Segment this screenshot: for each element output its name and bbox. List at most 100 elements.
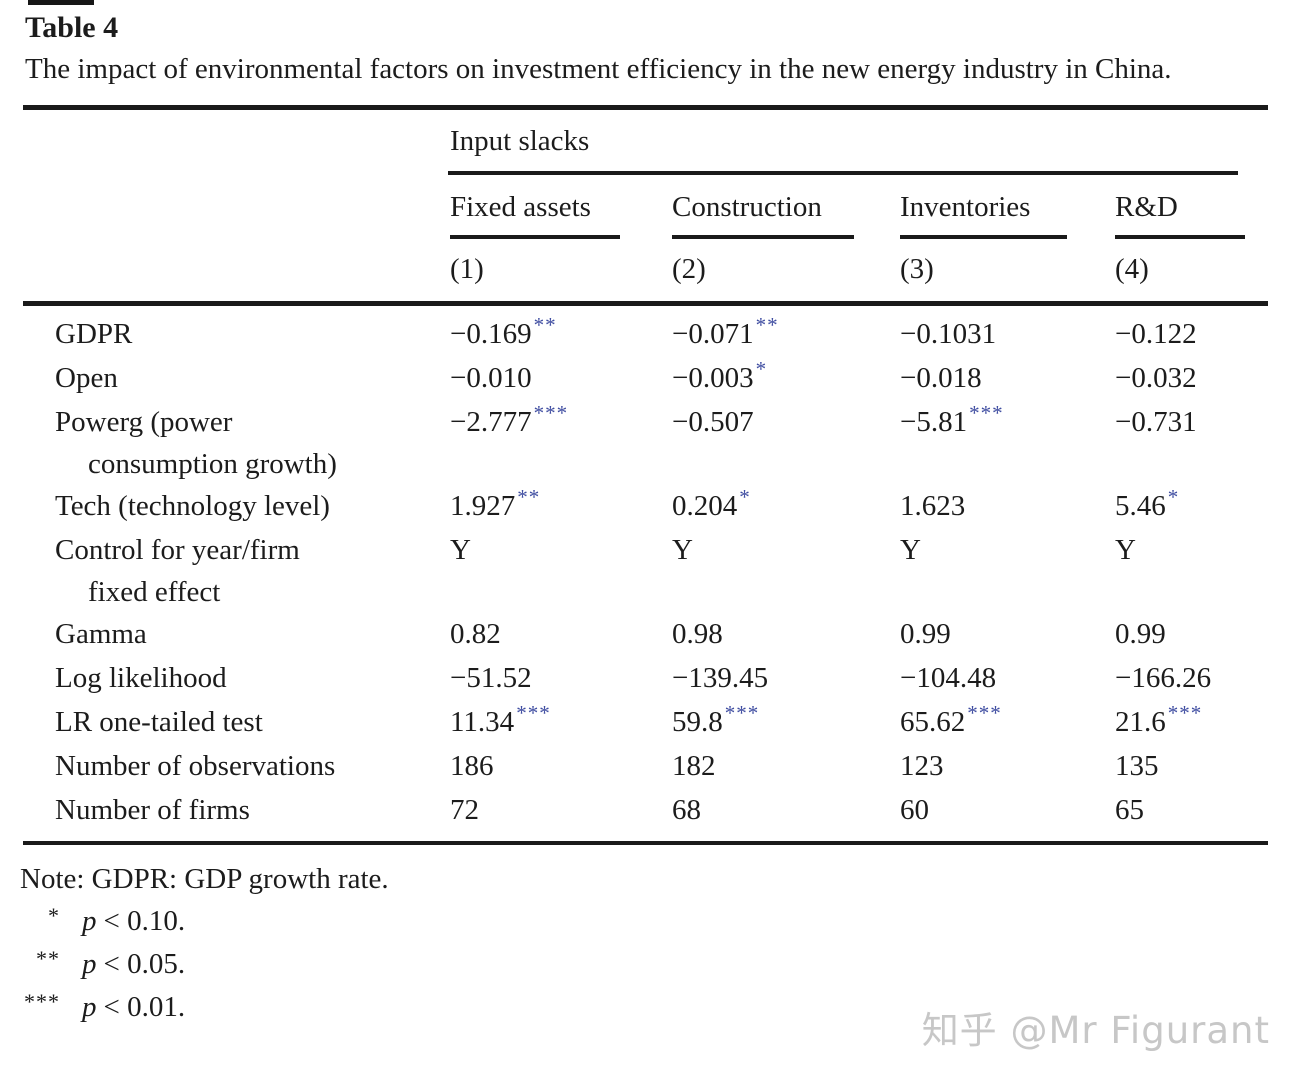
column-header-rule: [450, 235, 620, 239]
row-label: Control for year/firm: [55, 534, 300, 566]
cell: 11.34***: [450, 701, 672, 745]
cell-value: 11.34: [450, 706, 515, 738]
cell: −0.1031: [900, 313, 1115, 357]
cell-value: −2.777: [450, 406, 532, 438]
cell-value: 1.927: [450, 490, 516, 522]
significance-text: p < 0.10.: [82, 900, 1298, 943]
cell-value: Y: [900, 534, 921, 566]
cell-value: 186: [450, 750, 494, 782]
table-body: GDPR −0.169** −0.071** −0.1031 −0.122 Op…: [23, 306, 1268, 841]
cell-value: −0.169: [450, 318, 532, 350]
table-row-gamma: Gamma 0.82 0.98 0.99 0.99: [23, 613, 1268, 657]
p-threshold: < 0.05.: [103, 948, 186, 980]
cell-value: 59.8: [672, 706, 723, 738]
cell-value: −0.032: [1115, 362, 1197, 394]
column-header-label: Fixed assets: [450, 191, 591, 223]
cell-value: −51.52: [450, 662, 532, 694]
cell-value: 0.98: [672, 618, 723, 650]
significance-stars: ***: [969, 401, 1004, 425]
span-header-rule: [448, 171, 1238, 175]
cell-value: 0.204: [672, 490, 738, 522]
table-row-open: Open −0.010 −0.003* −0.018 −0.032: [23, 357, 1268, 401]
table-row-firms: Number of firms 72 68 60 65: [23, 789, 1268, 833]
p-threshold: < 0.01.: [103, 991, 186, 1023]
cell: 135: [1115, 745, 1268, 789]
span-header-label: Input slacks: [450, 125, 590, 157]
row-label: Number of firms: [55, 794, 250, 826]
cell-value: 0.99: [900, 618, 951, 650]
cell: −0.169**: [450, 313, 672, 357]
cell: −51.52: [450, 657, 672, 701]
column-header-label: R&D: [1115, 191, 1178, 223]
cell-value: 65: [1115, 794, 1144, 826]
significance-legend-3: *** p < 0.01.: [0, 986, 1298, 1029]
table-row-powerg: Powerg (power consumption growth) −2.777*…: [23, 401, 1268, 485]
cell-value: 21.6: [1115, 706, 1166, 738]
cell: 68: [672, 789, 900, 833]
cell-value: −0.003: [672, 362, 754, 394]
column-header-fixed-assets: Fixed assets: [450, 187, 672, 239]
row-label: Powerg (power: [55, 406, 233, 438]
row-label: LR one-tailed test: [55, 706, 263, 738]
cell-value: 68: [672, 794, 701, 826]
significance-stars: ***: [1167, 701, 1203, 725]
column-header-inventories: Inventories: [900, 187, 1115, 239]
cell: 1.623: [900, 485, 1115, 529]
table-caption: The impact of environmental factors on i…: [25, 53, 1172, 85]
cell-value: 0.82: [450, 618, 501, 650]
table-row-log-likelihood: Log likelihood −51.52 −139.45 −104.48 −1…: [23, 657, 1268, 701]
cell: 65.62***: [900, 701, 1115, 745]
cell: −104.48: [900, 657, 1115, 701]
column-number-1: (1): [450, 253, 484, 285]
column-header-label: Inventories: [900, 191, 1031, 223]
cell: 0.82: [450, 613, 672, 657]
row-label: Gamma: [55, 618, 147, 650]
cell-value: −0.010: [450, 362, 532, 394]
cell: 59.8***: [672, 701, 900, 745]
scan-artifact: [28, 0, 94, 5]
p-variable: p: [82, 991, 97, 1023]
table-row-lr-test: LR one-tailed test 11.34*** 59.8*** 65.6…: [23, 701, 1268, 745]
significance-stars: *: [739, 485, 751, 509]
table-note: Note: GDPR: GDP growth rate.: [20, 863, 389, 895]
row-label: GDPR: [55, 318, 133, 350]
significance-marker: ***: [24, 989, 60, 1014]
cell-value: 72: [450, 794, 479, 826]
cell: 182: [672, 745, 900, 789]
span-header-spacer: [23, 121, 450, 161]
cell: −2.777***: [450, 401, 672, 485]
cell-value: Y: [450, 534, 471, 566]
cell-value: 5.46: [1115, 490, 1166, 522]
cell: 65: [1115, 789, 1268, 833]
row-label: Open: [55, 362, 118, 394]
row-label: Log likelihood: [55, 662, 227, 694]
cell: 0.98: [672, 613, 900, 657]
significance-stars: ***: [516, 701, 551, 725]
significance-text: p < 0.01.: [82, 986, 1298, 1029]
column-number-3: (3): [900, 253, 934, 285]
cell-value: 60: [900, 794, 929, 826]
cell: Y: [672, 529, 900, 613]
column-header-rd: R&D: [1115, 187, 1268, 239]
column-header-label: Construction: [672, 191, 822, 223]
significance-stars: ***: [533, 401, 569, 425]
column-header-rule: [672, 235, 854, 239]
table-row-tech: Tech (technology level) 1.927** 0.204* 1…: [23, 485, 1268, 529]
cell-value: −0.507: [672, 406, 754, 438]
significance-stars: **: [755, 313, 779, 337]
significance-stars: **: [533, 313, 557, 337]
cell: −0.003*: [672, 357, 900, 401]
cell: 0.99: [900, 613, 1115, 657]
cell: −0.071**: [672, 313, 900, 357]
cell: 21.6***: [1115, 701, 1268, 745]
cell: 1.927**: [450, 485, 672, 529]
cell-value: −166.26: [1115, 662, 1212, 694]
cell: −0.032: [1115, 357, 1268, 401]
cell-value: 1.623: [900, 490, 966, 522]
table-number-heading: Table 4: [25, 11, 119, 44]
cell-value: −104.48: [900, 662, 997, 694]
cell-value: Y: [672, 534, 693, 566]
cell: 0.99: [1115, 613, 1268, 657]
zhihu-watermark: 知乎 @Mr Figurant: [921, 1009, 1270, 1052]
cell-value: −0.122: [1115, 318, 1197, 350]
